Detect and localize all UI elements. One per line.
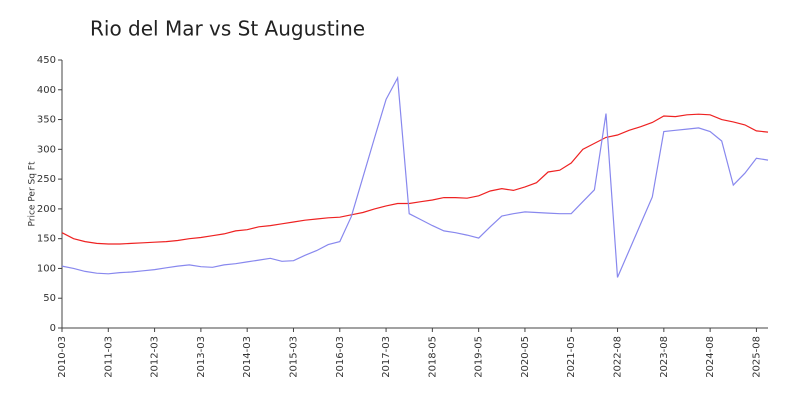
chart-title: Rio del Mar vs St Augustine <box>90 17 365 41</box>
x-tick-label: 2022-08 <box>613 336 624 378</box>
series-line <box>61 75 769 278</box>
y-tick-label: 0 <box>50 323 56 334</box>
y-tick-label: 350 <box>37 115 56 126</box>
y-tick-label: 50 <box>43 293 56 304</box>
y-tick-label: 400 <box>37 85 56 96</box>
x-tick-label: 2023-08 <box>659 336 670 378</box>
x-tick-label: 2014-03 <box>242 336 253 378</box>
series-line <box>61 113 769 245</box>
x-tick-label: 2021-05 <box>566 336 577 378</box>
y-tick-label: 450 <box>37 55 56 66</box>
x-tick-label: 2011-03 <box>103 336 114 378</box>
x-tick-label: 2013-03 <box>196 336 207 378</box>
y-tick-label: 100 <box>37 263 56 274</box>
x-tick-label: 2012-03 <box>150 336 161 378</box>
x-tick-label: 2017-03 <box>381 336 392 378</box>
y-tick-label: 150 <box>37 234 56 245</box>
x-tick-label: 2019-05 <box>474 336 485 378</box>
y-tick-label: 300 <box>37 144 56 155</box>
x-tick-label: 2010-03 <box>57 336 68 378</box>
y-tick-label: 250 <box>37 174 56 185</box>
y-tick-label: 200 <box>37 204 56 215</box>
x-tick-label: 2016-03 <box>335 336 346 378</box>
x-tick-label: 2015-03 <box>288 336 299 378</box>
x-tick-label: 2024-08 <box>705 336 716 378</box>
x-tick-label: 2020-05 <box>520 336 531 378</box>
y-axis-label: Price Per Sq Ft <box>28 161 38 226</box>
x-tick-label: 2025-08 <box>751 336 762 378</box>
x-tick-label: 2018-05 <box>427 336 438 378</box>
